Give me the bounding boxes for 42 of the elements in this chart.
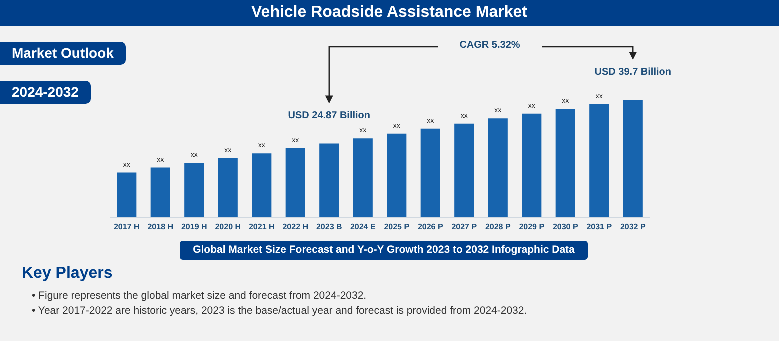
x-tick-label: 2029 P [519,222,546,232]
bar [420,128,440,217]
x-tick-label: 2018 H [148,222,174,232]
text: • Figure represents the global market size and forecast from 2024-2032. [32,290,368,302]
bar [590,104,610,217]
x-tick-label: 2019 H [181,222,208,232]
bar [117,172,137,217]
x-tick-label: 2025 P [384,222,410,232]
x-tick-label: 2030 P [552,222,579,232]
bar [522,114,542,217]
bar [623,100,643,217]
bar [320,144,340,217]
x-tick-label: 2021 H [248,222,275,232]
x-tick-label: 2024 E [350,222,376,232]
x-tick-label: 2028 P [485,222,512,232]
x-tick-label: 2022 H [282,222,309,232]
data-label: USD 39.7 Billion [594,67,672,78]
text: 2024-2032 [0,81,91,104]
chart-title: Vehicle Roadside Assistance Market [0,0,779,26]
bar [387,134,407,217]
bar [184,163,204,217]
bar [454,124,474,217]
bar [252,154,272,217]
bar [218,158,238,217]
text: • Year 2017-2022 are historic years, 2023 is the base/actual year and forecast is provided from 2024-2032. [32,305,528,317]
x-tick-label: 2020 H [215,222,242,232]
data-label: USD 24.87 Billion [288,110,370,122]
x-tick-label: 2023 B [316,222,342,232]
text: Market Outlook [0,42,126,65]
x-tick-label: 2017 H [114,222,140,232]
text: Global Market Size Forecast and Y-o-Y Growth 2023 to 2032 Infographic Data [180,241,588,260]
bar [286,148,306,217]
x-tick-label: 2031 P [586,222,613,232]
bar [556,109,576,217]
text: CAGR 5.32% [458,40,522,51]
x-tick-label: 2026 P [418,222,444,232]
x-tick-label: 2032 P [620,222,646,232]
bar [488,118,508,217]
text: Key Players [22,265,113,283]
x-tick-label: 2027 P [452,222,478,232]
bar [353,138,373,217]
bar [150,168,170,217]
